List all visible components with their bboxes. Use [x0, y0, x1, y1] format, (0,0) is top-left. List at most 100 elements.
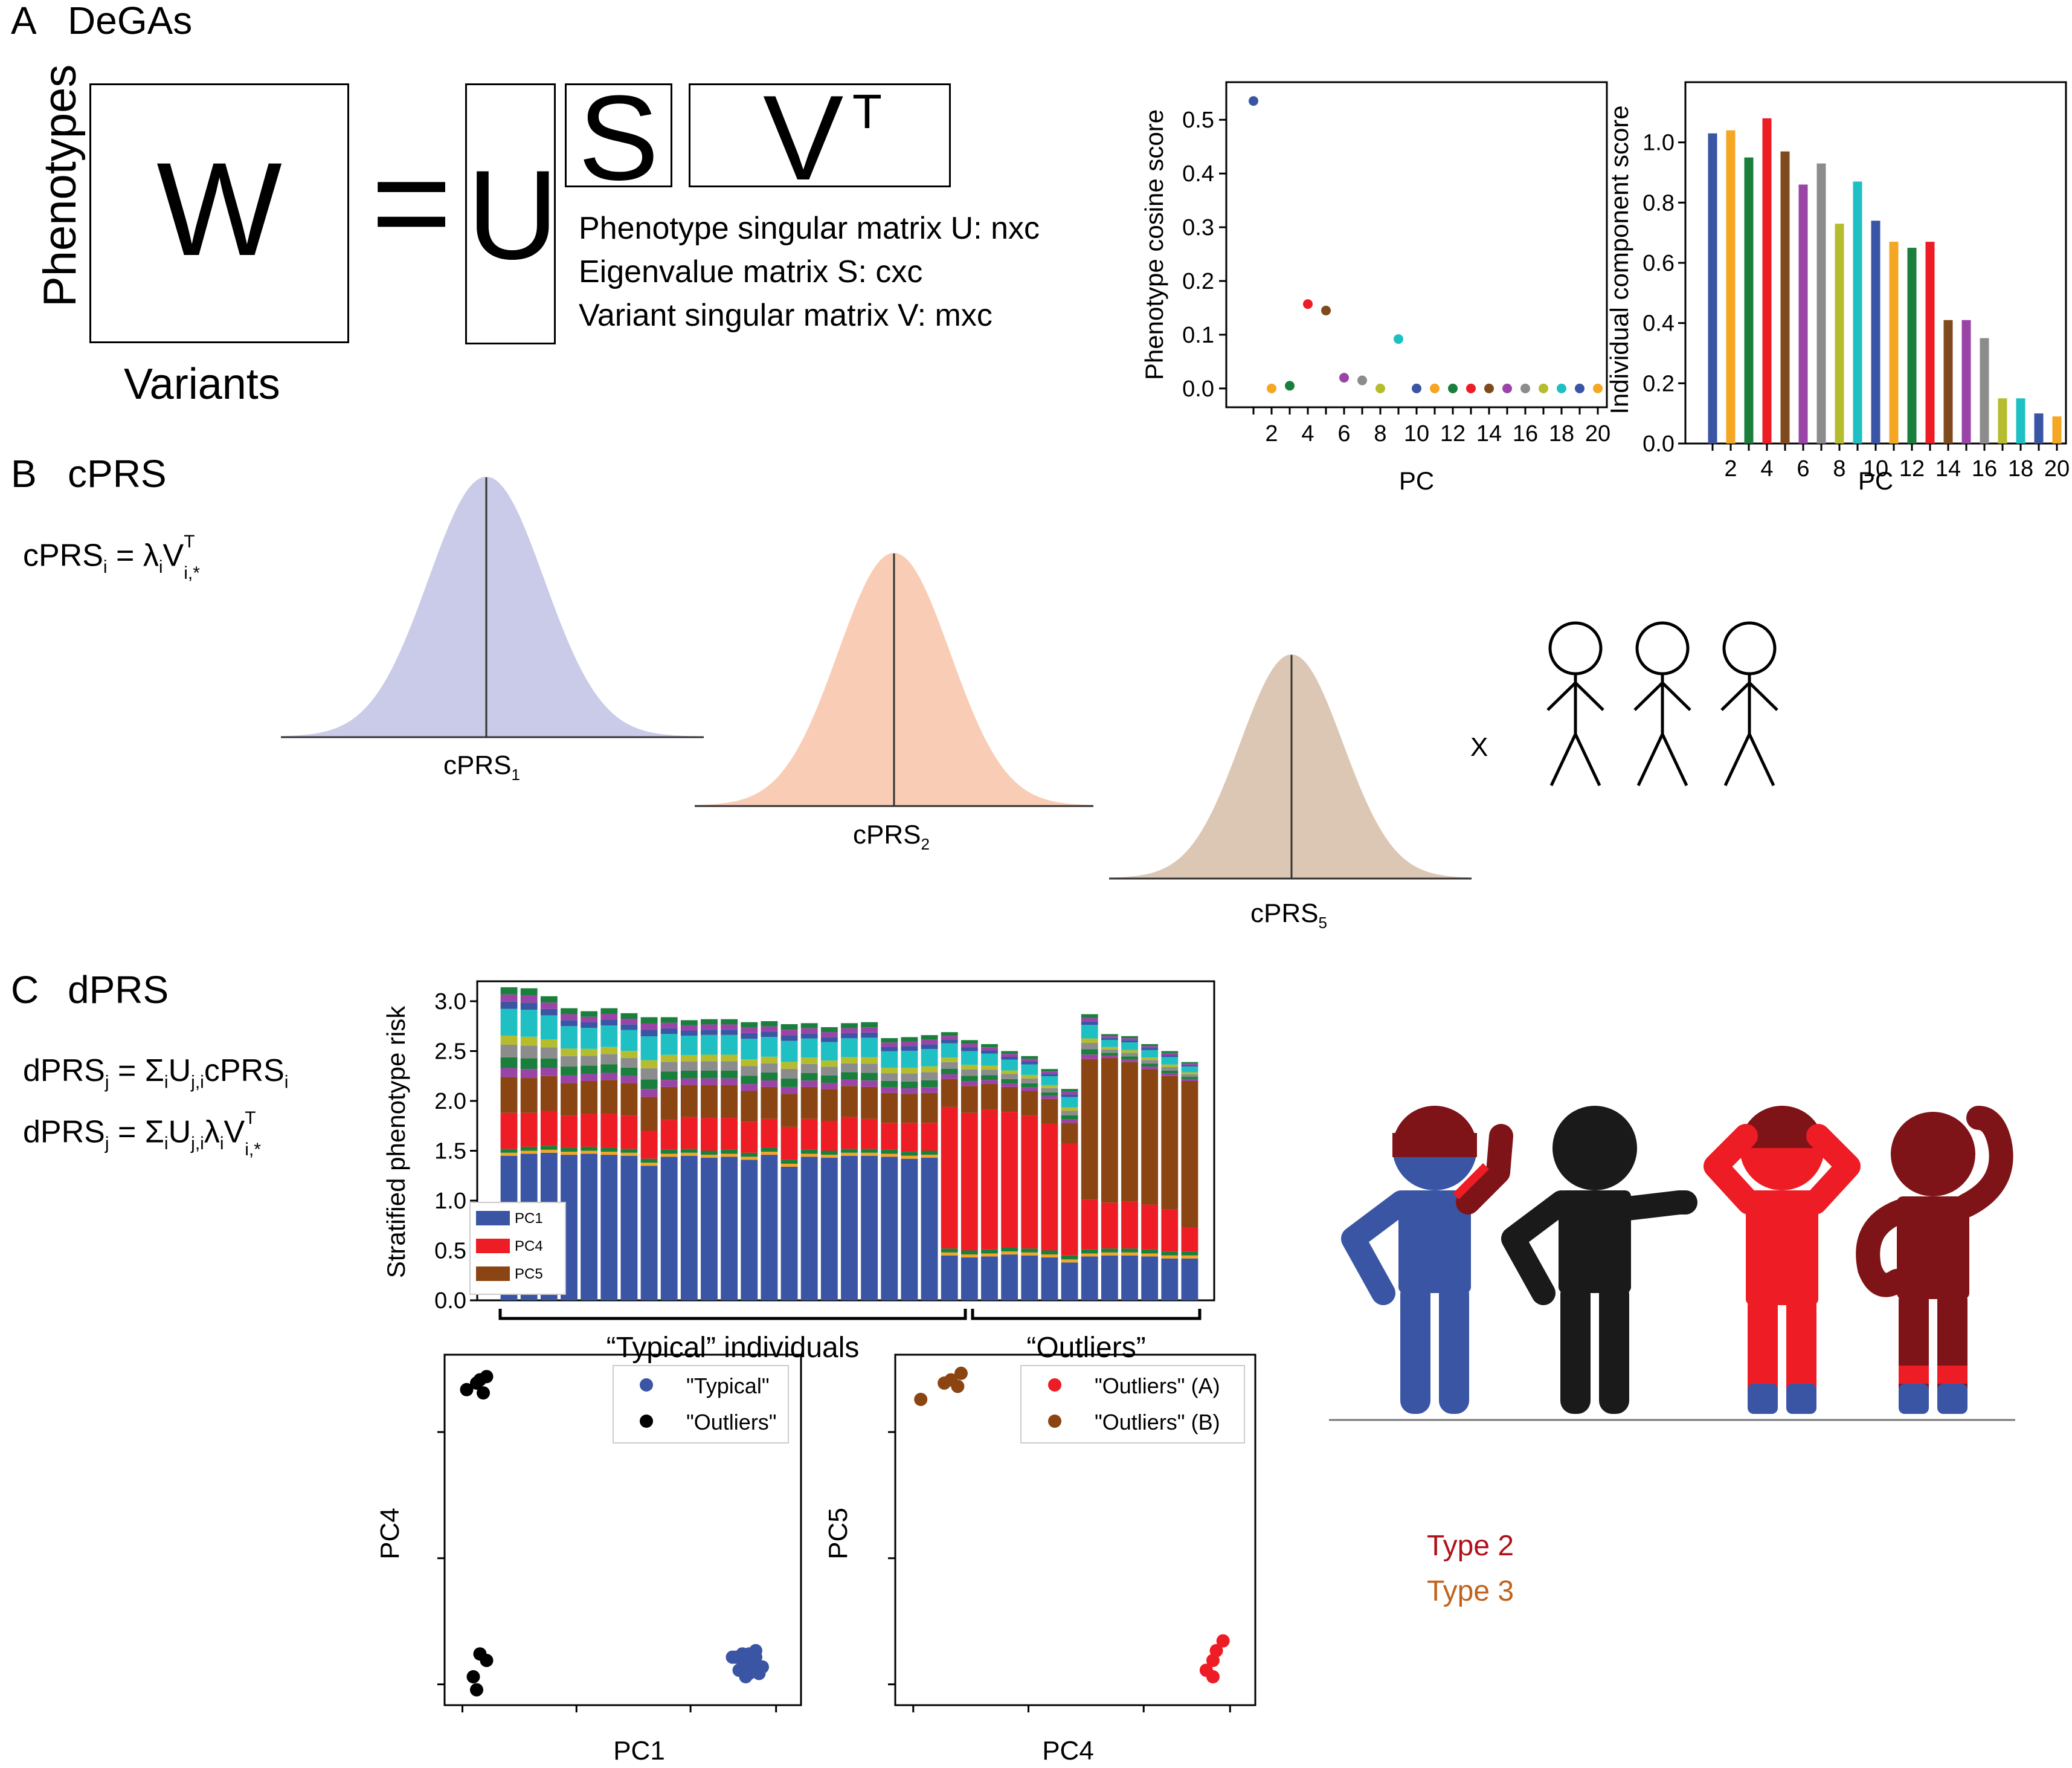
stacked-bar-segment: [561, 1083, 578, 1116]
stacked-bar-segment: [780, 1094, 798, 1127]
equals-sign: =: [371, 124, 452, 280]
stacked-bar-segment: [600, 1008, 618, 1015]
stacked-bar-segment: [1101, 1252, 1118, 1256]
stacked-bar-segment: [721, 1061, 738, 1071]
stacked-bar-segment: [881, 1073, 898, 1081]
stacked-bar-segment: [1041, 1095, 1058, 1099]
stacked-bar-segment: [741, 1059, 758, 1066]
stacked-ytick-label: 3.0: [434, 989, 466, 1015]
stacked-bar-segment: [1061, 1119, 1078, 1123]
stacked-bar-segment: [921, 1123, 938, 1151]
stacked-bar-segment: [721, 1034, 738, 1055]
stacked-bar-segment: [620, 1155, 638, 1300]
stacked-bar-segment: [721, 1024, 738, 1030]
cosine-xtick-label: 6: [1337, 421, 1350, 447]
pc1pc4-point: [477, 1386, 490, 1400]
stacked-bar-segment: [581, 1011, 598, 1017]
stacked-bar-segment: [540, 1039, 558, 1048]
component-xtick-label: 4: [1760, 456, 1773, 482]
stacked-bar-segment: [1021, 1056, 1038, 1059]
dprs-f2-a: dPRS: [23, 1114, 105, 1150]
stacked-bar-segment: [1081, 1014, 1098, 1018]
cosine-xtick-label: 4: [1301, 421, 1314, 447]
stacked-bar-segment: [1021, 1252, 1038, 1256]
component-bar: [1998, 398, 2007, 444]
stacked-bar-segment: [780, 1068, 798, 1079]
stacked-bar-segment: [901, 1155, 918, 1159]
stacked-bar-segment: [1141, 1253, 1159, 1257]
stacked-bar-segment: [660, 1034, 678, 1055]
cprs2-label-text: cPRS: [853, 820, 921, 850]
stacked-bar-segment: [1081, 1249, 1098, 1254]
cprs-formula-eq: = λ: [107, 538, 159, 573]
stacked-bar-segment: [721, 1054, 738, 1062]
stacked-bar-segment: [600, 1073, 618, 1080]
stacked-bar-segment: [701, 1019, 718, 1025]
stacked-bar-segment: [701, 1078, 718, 1085]
stacked-bar-segment: [660, 1022, 678, 1028]
stacked-bar-segment: [640, 1017, 658, 1024]
cprs-formula-v: V: [162, 538, 184, 573]
stacked-bar-segment: [861, 1155, 878, 1300]
stacked-bar-segment: [861, 1073, 878, 1081]
stacked-bar-segment: [1121, 1040, 1138, 1043]
stacked-bar-segment: [1101, 1037, 1118, 1040]
stacked-bar-segment: [640, 1131, 658, 1159]
component-bar: [1708, 133, 1717, 444]
stacked-bar-segment: [540, 1076, 558, 1111]
stacked-bar-segment: [941, 1074, 958, 1079]
stacked-bar-segment: [520, 1002, 538, 1010]
desc-s: Eigenvalue matrix S: cxc: [579, 254, 923, 289]
stacked-bar-segment: [1141, 1046, 1159, 1048]
component-xtick-label: 14: [1935, 456, 1961, 482]
stacked-bar-segment: [660, 1157, 678, 1300]
dprs-f1-c: U: [168, 1053, 191, 1088]
type-3-label: Type 3: [1427, 1575, 1514, 1607]
pc1pc4-plot-frame: [443, 1353, 802, 1706]
stacked-bar-segment: [1021, 1115, 1038, 1249]
stacked-bar-segment: [1001, 1086, 1018, 1112]
pc1pc4-point: [460, 1382, 474, 1396]
stacked-bar-segment: [1021, 1091, 1038, 1116]
stacked-bar-segment: [701, 1070, 718, 1079]
stacked-bar-segment: [921, 1150, 938, 1155]
figure-red: [1704, 1106, 1861, 1414]
cosine-point: [1321, 305, 1331, 315]
stacked-bar-segment: [921, 1039, 938, 1045]
stacked-bar-segment: [921, 1155, 938, 1158]
bracket-typical-label: “Typical” individuals: [606, 1332, 860, 1364]
component-bar: [1798, 184, 1808, 444]
dprs-f1-b-sub: i: [164, 1072, 169, 1092]
stacked-bar-segment: [901, 1073, 918, 1082]
stacked-bar-segment: [620, 1024, 638, 1030]
stacked-bar-segment: [780, 1160, 798, 1164]
stacked-bar-segment: [761, 1080, 778, 1087]
stacked-bar-segment: [861, 1149, 878, 1153]
stacked-bar-segment: [1081, 1049, 1098, 1055]
stacked-bar-segment: [1001, 1247, 1018, 1252]
stacked-bar-segment: [761, 1056, 778, 1063]
matrix-w-box: W: [89, 83, 349, 343]
stacked-bar-segment: [640, 1079, 658, 1089]
stacked-bar-segment: [721, 1070, 738, 1079]
cosine-ytick-label: 0.5: [1182, 108, 1214, 133]
stacked-bar-segment: [861, 1080, 878, 1087]
stacked-bar-segment: [620, 1051, 638, 1058]
stacked-bar-segment: [881, 1123, 898, 1150]
stacked-bar-segment: [1141, 1050, 1159, 1058]
stacked-bar-segment: [500, 1112, 518, 1149]
pc4pc5-legend-box: [1020, 1365, 1245, 1444]
stacked-bar-segment: [1141, 1063, 1159, 1067]
stacked-bar-segment: [981, 1044, 998, 1048]
stacked-bar-segment: [1121, 1050, 1138, 1053]
stacked-bar-segment: [660, 1153, 678, 1157]
dprs-f1-d: cPRS: [204, 1053, 285, 1088]
stacked-bar-segment: [941, 1106, 958, 1249]
stacked-bar-segment: [741, 1076, 758, 1085]
stacked-bar-segment: [1161, 1251, 1179, 1256]
stacked-bar-segment: [620, 1149, 638, 1153]
stacked-bar-segment: [1101, 1036, 1118, 1038]
stacked-bar-segment: [761, 1118, 778, 1148]
stacked-bar-segment: [500, 1077, 518, 1113]
